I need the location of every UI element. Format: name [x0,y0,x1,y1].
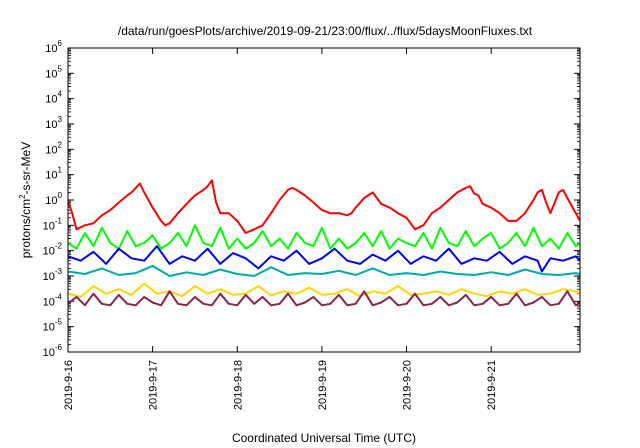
y-tick-label: 101 [45,166,62,182]
y-tick-label-exponent: -1 [55,216,63,225]
y-tick-label: 102 [45,140,62,156]
y-tick-label-base: 10 [45,119,57,131]
y-axis: 10-610-510-410-310-210-11001011021031041… [43,39,580,359]
y-tick-label: 10-4 [43,292,63,308]
x-tick-label: 2019-9-20 [402,360,414,410]
y-tick-label-base: 10 [43,271,55,283]
y-tick-label-exponent: -6 [55,343,63,352]
y-axis-label-post: -s-sr-MeV [19,142,33,195]
y-tick-label: 106 [45,39,62,55]
y-tick-label: 100 [45,191,62,207]
x-tick-label: 2019-9-16 [63,360,75,410]
y-tick-label-exponent: -2 [55,242,63,251]
y-tick-label-base: 10 [43,347,55,359]
y-tick-label-exponent: -4 [55,292,63,301]
series-line-2 [68,245,580,273]
y-tick-label-exponent: 2 [58,140,63,149]
series-line-5 [68,290,580,307]
y-tick-label-exponent: 4 [58,90,63,99]
plot-area [68,48,580,352]
y-tick-label: 10-3 [43,267,63,283]
series-line-1 [68,224,580,250]
y-tick-label: 10-6 [43,343,63,359]
y-tick-label-base: 10 [43,322,55,334]
x-tick-label: 2019-9-21 [486,360,498,410]
x-axis-label: Coordinated Universal Time (UTC) [232,431,416,445]
chart-title: /data/run/goesPlots/archive/2019-09-21/2… [118,24,533,38]
y-tick-label-exponent: 3 [58,115,63,124]
y-tick-label: 10-1 [43,216,63,232]
y-tick-label-base: 10 [43,246,55,258]
y-tick-label-base: 10 [45,195,57,207]
y-tick-label: 103 [45,115,62,131]
y-axis-label: protons/cm2-s-sr-MeV [18,142,33,258]
x-axis: 2019-9-16 2019-9-17 2019-9-18 2019-9-19 2019… [63,48,498,410]
series-line-0 [68,179,580,234]
y-tick-label-base: 10 [45,68,57,80]
y-tick-label-exponent: -5 [55,318,63,327]
y-tick-label-exponent: 0 [58,191,63,200]
y-tick-label-base: 10 [45,144,57,156]
y-tick-label-base: 10 [43,220,55,232]
y-tick-label: 104 [45,90,62,106]
y-tick-label-base: 10 [45,43,57,55]
plot-frame [67,47,581,353]
x-tick-label: 2019-9-17 [148,360,160,410]
series-line-3 [68,264,580,277]
series-line-4 [68,282,580,298]
y-tick-label: 105 [45,64,62,80]
series-group [68,179,580,307]
x-tick-label: 2019-9-18 [232,360,244,410]
y-tick-label-base: 10 [45,170,57,182]
y-tick-label-exponent: -3 [55,267,63,276]
y-tick-label-exponent: 6 [58,39,63,48]
y-tick-label-exponent: 1 [58,166,63,175]
y-tick-label: 10-2 [43,242,63,258]
y-tick-label-base: 10 [45,94,57,106]
y-tick-label: 10-5 [43,318,63,334]
y-axis-label-sup: 2 [18,194,27,199]
x-tick-label: 2019-9-19 [317,360,329,410]
y-tick-label-exponent: 5 [58,64,63,73]
y-axis-label-pre: protons/cm [19,199,33,258]
y-tick-label-base: 10 [43,296,55,308]
